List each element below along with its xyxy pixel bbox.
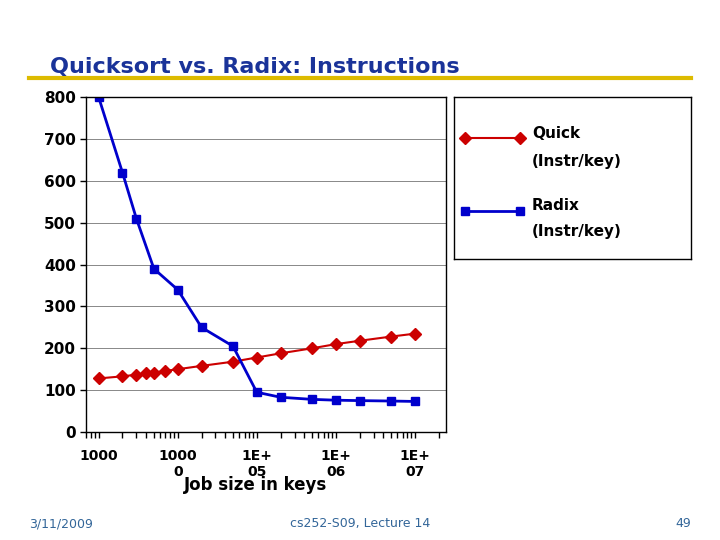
Text: Radix: Radix (532, 198, 580, 213)
Text: cs252-S09, Lecture 14: cs252-S09, Lecture 14 (290, 517, 430, 530)
Text: Job size in keys: Job size in keys (184, 476, 327, 494)
Text: Quick: Quick (532, 126, 580, 141)
Text: (Instr/key): (Instr/key) (532, 224, 622, 239)
Text: 49: 49 (675, 517, 691, 530)
Text: Quicksort vs. Radix: Instructions: Quicksort vs. Radix: Instructions (50, 57, 460, 77)
Text: (Instr/key): (Instr/key) (532, 154, 622, 169)
Text: 3/11/2009: 3/11/2009 (29, 517, 93, 530)
